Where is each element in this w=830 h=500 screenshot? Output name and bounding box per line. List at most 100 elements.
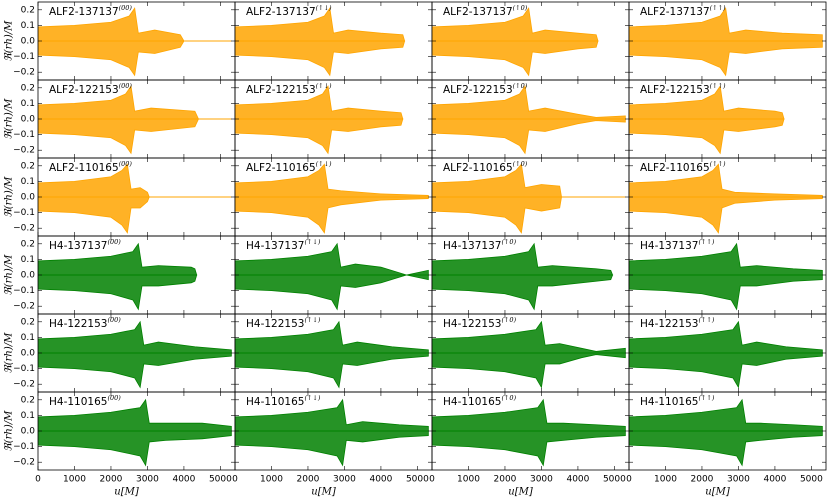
panel-superscript: (↑↑) [698,238,714,246]
y-axis-label: ℜ(rh)/M [4,176,15,218]
panel-title: ALF2-110165(↑↑) [640,160,726,174]
panel-title: H4-122153(00) [49,316,121,330]
panel-superscript: (↑↑) [698,394,714,402]
waveform-area [629,40,823,77]
panel-title-text: ALF2-110165 [246,162,316,174]
x-tick-label: 4000 [566,475,589,485]
panel-superscript: (↑↑) [710,160,726,168]
panel [432,398,626,467]
waveform-area [38,40,232,77]
x-tick-label: 0 [232,475,238,485]
panel [235,398,429,467]
x-tick-label: 4000 [763,475,786,485]
panel [432,320,626,389]
waveform-area [432,7,599,42]
panel-title: H4-110165(↑0) [443,394,517,408]
y-tick-label: −0.1 [13,286,35,296]
y-axis-label: ℜ(rh)/M [4,254,15,296]
panel-title-text: ALF2-122153 [246,84,316,96]
panel-title: ALF2-122153(00) [49,82,132,96]
panel-title: ALF2-110165(↑↓) [246,160,332,174]
panel [629,320,823,389]
waveform-area [38,242,198,276]
x-tick-label: 2000 [494,475,517,485]
x-tick-label: 5000 [800,475,823,485]
panel [432,163,626,234]
waveform-area [629,352,823,389]
x-tick-label: 2000 [297,475,320,485]
y-tick-label: −0.1 [13,442,35,452]
panel-superscript: (↑0) [513,160,528,168]
panel [432,242,614,311]
panel-superscript: (↑0) [513,82,528,90]
y-tick-label: −0.2 [13,380,35,390]
waveform-area [432,398,626,432]
waveform-area [235,430,429,467]
waveform-area [432,320,626,354]
panel [38,320,232,389]
x-tick-label: 5000 [603,475,626,485]
x-tick-label: 3000 [727,475,750,485]
panel-title-text: H4-122153 [49,318,107,330]
panel [629,398,823,467]
panel-superscript: (↑↑) [710,4,726,12]
y-tick-label: −0.2 [13,68,35,78]
panel-title-text: ALF2-122153 [49,84,119,96]
y-tick-label: 0.2 [21,239,35,249]
y-tick-label: 0.1 [21,21,35,31]
x-tick-label: 1000 [457,475,480,485]
y-tick-label: 0.2 [21,83,35,93]
panel-title: ALF2-110165(00) [49,160,132,174]
x-tick-label: 2000 [100,475,123,485]
waveform-area [38,398,232,432]
y-tick-label: −0.1 [13,52,35,62]
panel-title: ALF2-137137(00) [49,4,132,18]
waveform-area [432,85,626,120]
panel-title-text: H4-110165 [246,396,304,408]
panel-superscript: (00) [107,316,121,324]
panel-title: H4-110165(↑↓) [246,394,321,408]
waveform-area [432,274,614,311]
y-tick-label: 0.2 [21,5,35,15]
y-tick-label: 0.0 [21,115,36,125]
waveform-area [235,274,429,311]
panel-title-text: ALF2-110165 [640,162,710,174]
y-tick-label: 0.2 [21,317,35,327]
waveform-area [38,196,232,234]
waveform-area [235,163,429,198]
y-tick-label: 0.0 [21,37,36,47]
waveform-area [38,118,232,155]
y-tick-label: −0.2 [13,224,35,234]
panel-superscript: (00) [119,4,133,12]
waveform-area [38,320,232,354]
x-tick-label: 1000 [260,475,283,485]
panel-superscript: (↑↑) [698,316,714,324]
panel [629,163,823,234]
panel-superscript: (↑0) [501,238,516,246]
y-tick-label: 0.2 [21,161,35,171]
waveform-area [235,242,429,276]
panel [235,85,404,155]
panel-superscript: (↑↓) [304,394,320,402]
panel [38,7,232,77]
y-tick-label: −0.2 [13,458,35,468]
y-tick-label: 0.2 [21,395,35,405]
panel [38,163,232,234]
waveform-area [629,85,785,120]
panel-superscript: (↑0) [501,316,516,324]
waveform-area [235,320,429,354]
y-tick-label: 0.0 [21,427,36,437]
waveform-area [235,7,406,42]
panel-superscript: (↑↓) [316,160,332,168]
waveform-area [235,85,404,120]
x-tick-label: 2000 [691,475,714,485]
waveform-area [629,320,823,354]
panel-title-text: ALF2-122153 [443,84,513,96]
panel [629,242,823,311]
y-tick-label: 0.0 [21,349,36,359]
waveform-area [629,196,823,234]
waveform-area [629,430,823,467]
panel-title-text: ALF2-137137 [443,6,513,18]
panel [235,163,429,234]
waveform-area [235,118,404,155]
